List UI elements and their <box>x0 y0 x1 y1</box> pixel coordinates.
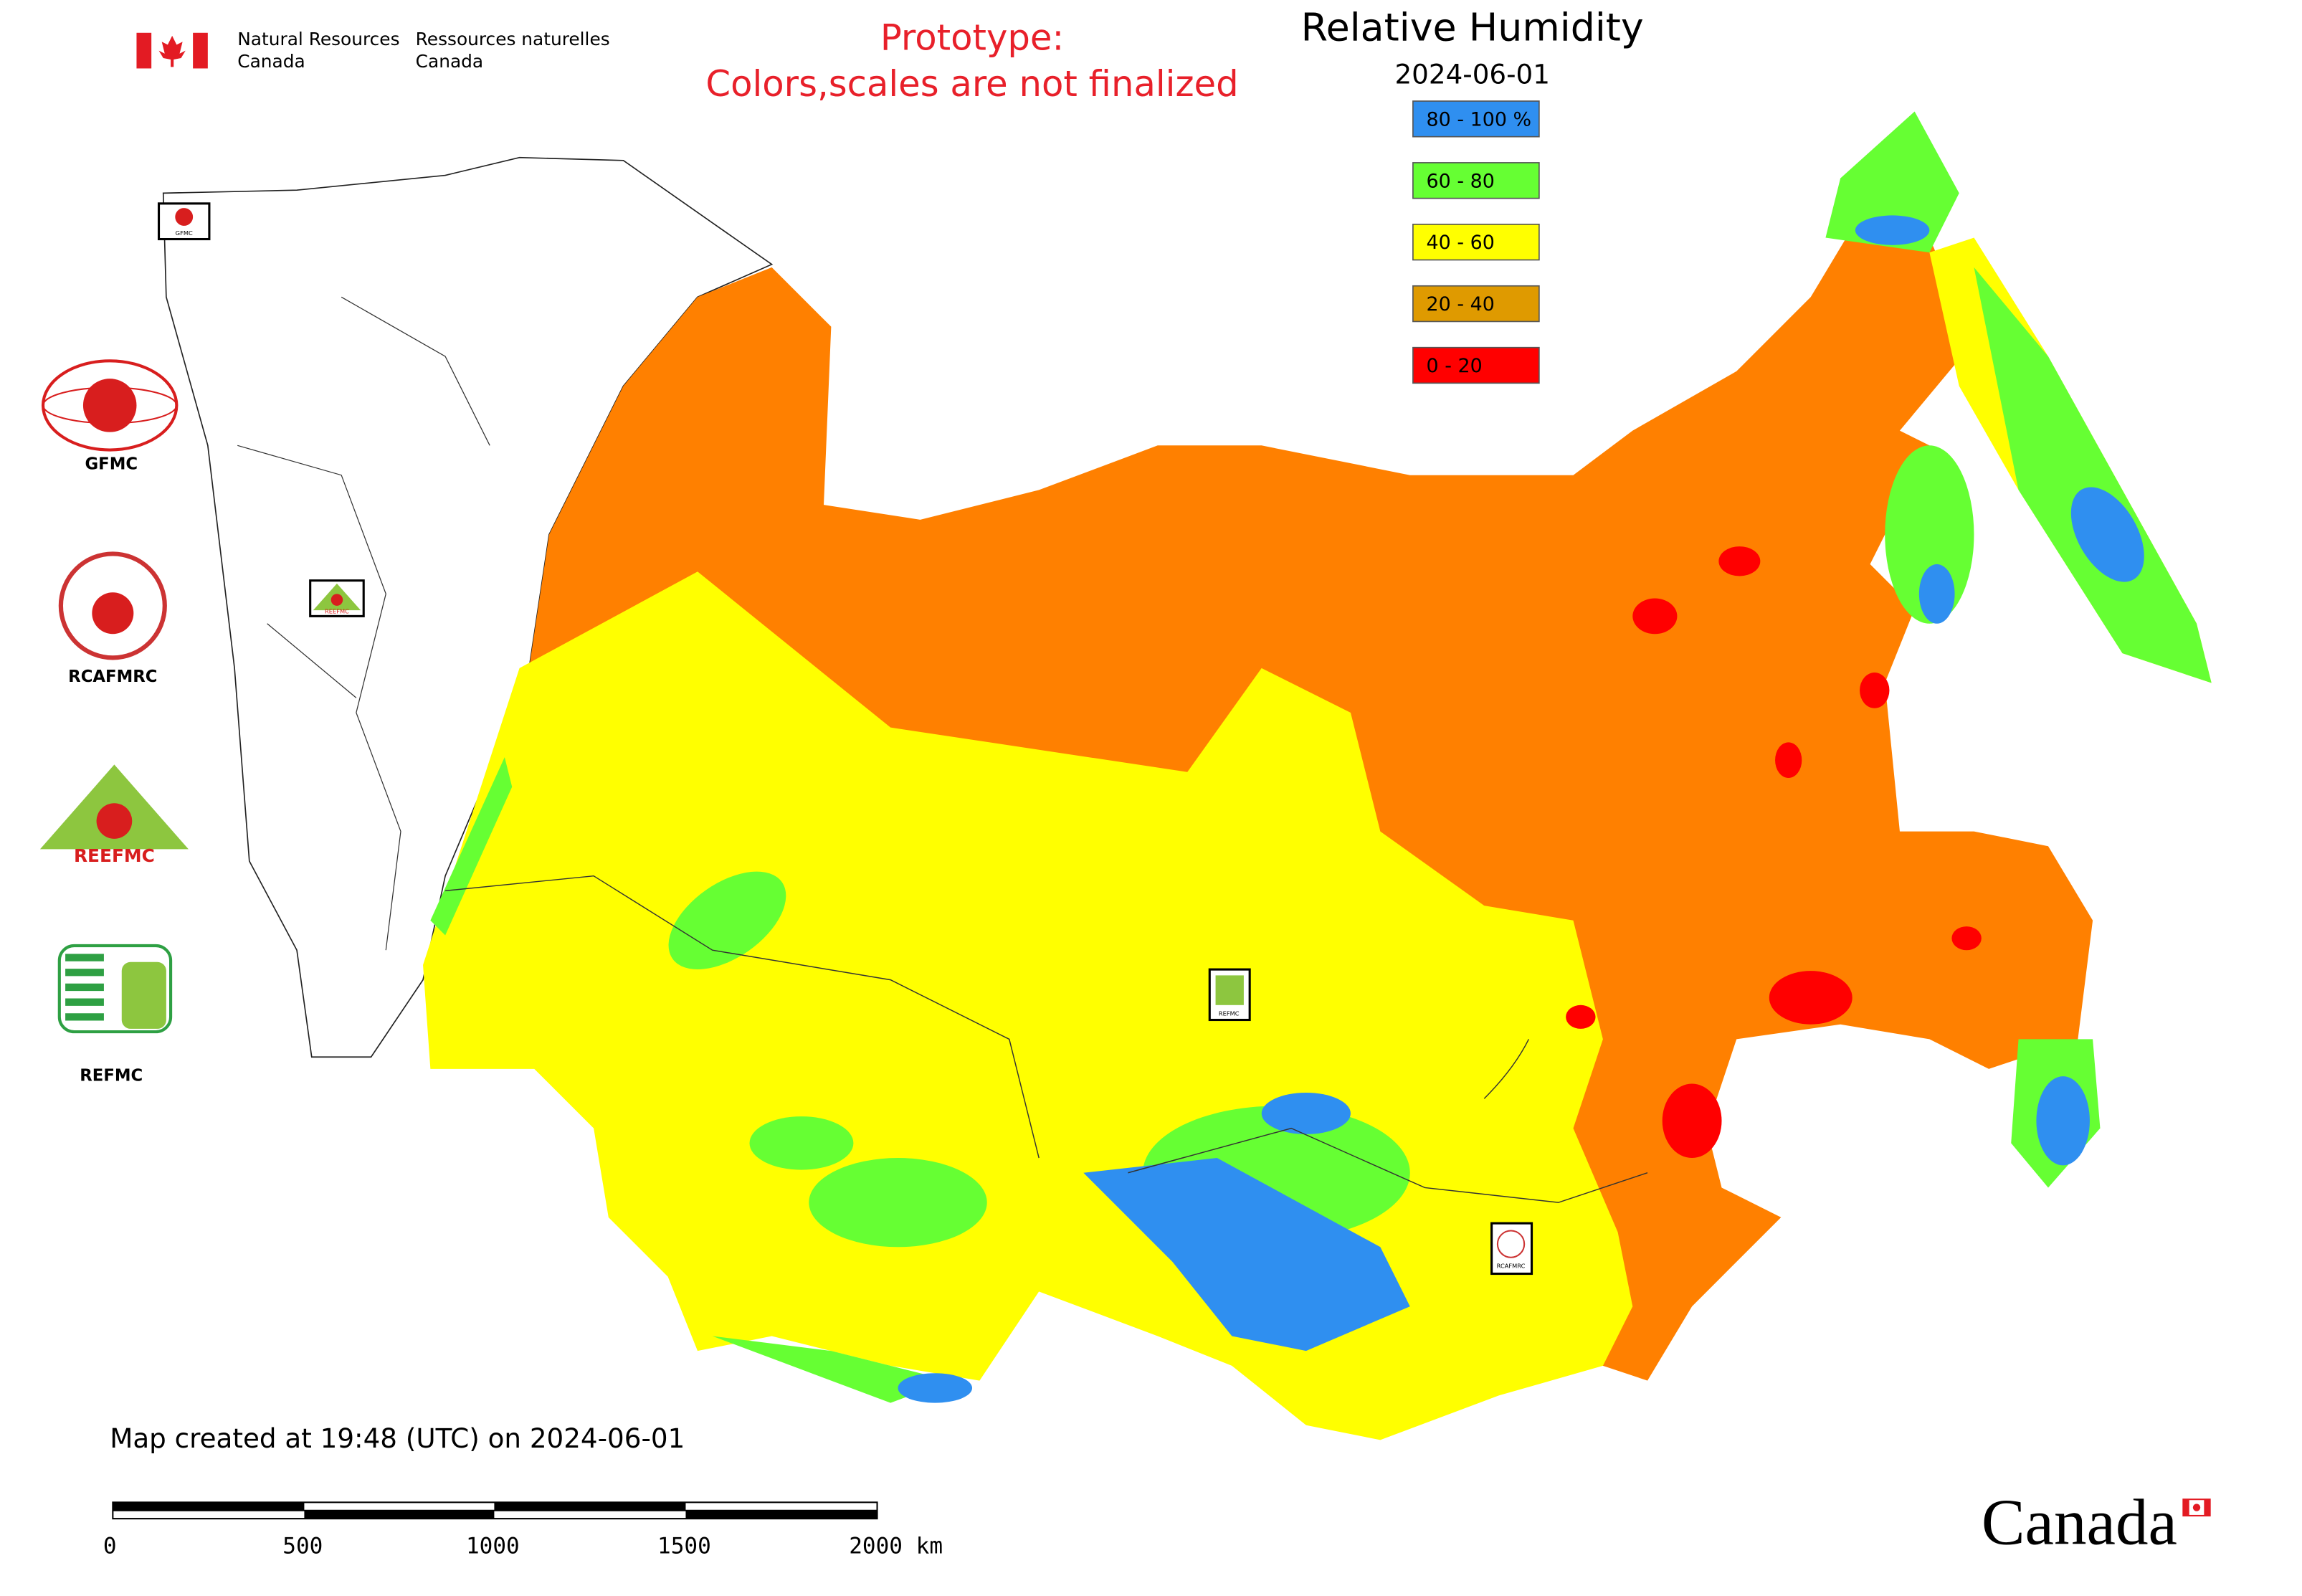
center-marker: REEFMC <box>309 579 365 617</box>
region-80-100 <box>898 215 2144 1403</box>
borders <box>237 296 490 951</box>
region-0-20 <box>1566 546 1982 1159</box>
legend-label: 60 - 80 <box>1427 170 1495 192</box>
center-marker: GFMC <box>157 202 211 241</box>
creation-note: Map created at 19:48 (UTC) on 2024-06-01 <box>110 1422 685 1454</box>
legend: 80 - 100 % 60 - 80 40 - 60 20 - 40 0 - 20 <box>1412 100 1540 384</box>
legend-label: 40 - 60 <box>1427 232 1495 254</box>
borders <box>445 875 1040 1159</box>
logo-label: REEFMC <box>74 845 155 866</box>
nrcan-signature: Natural Resources Canada Ressources natu… <box>136 29 610 72</box>
legend-swatch <box>1412 162 1540 199</box>
scale-label: 500 <box>282 1533 323 1559</box>
logo-reefmc: REEFMC <box>39 764 189 866</box>
legend-label: 80 - 100 % <box>1427 108 1532 130</box>
wordmark-text: Canada <box>1982 1486 2177 1559</box>
maple-leaf <box>158 35 186 67</box>
agency-fr: Canada <box>416 51 483 72</box>
agency-fr: Ressources naturelles <box>416 29 610 49</box>
scale-label: 1000 <box>466 1533 520 1559</box>
logo-label: REFMC <box>80 1067 143 1086</box>
map-title: Relative Humidity <box>1301 4 1644 49</box>
legend-swatch <box>1412 100 1540 138</box>
legend-swatch <box>1412 285 1540 323</box>
legend-label: 0 - 20 <box>1427 355 1483 377</box>
borders <box>1128 1039 1648 1203</box>
marker-label: REEFMC <box>325 608 349 615</box>
logo-label: RCAFMRC <box>68 668 157 686</box>
canada-wordmark: Canada <box>1982 1486 2211 1559</box>
marker-label: REFMC <box>1219 1010 1240 1017</box>
scale-label: 2000 km <box>849 1533 943 1559</box>
map-date: 2024-06-01 <box>1394 58 1549 90</box>
legend-swatch <box>1412 224 1540 261</box>
flag-bar <box>136 32 152 69</box>
scale-label: 0 <box>103 1533 117 1559</box>
marker-label: RCAFMRC <box>1497 1263 1526 1270</box>
agency-en: Canada <box>237 51 305 72</box>
notice: Prototype: <box>880 17 1064 59</box>
logo-gfmc: GFMC <box>41 359 179 474</box>
flag-bar <box>193 32 208 69</box>
logo-label: GFMC <box>85 455 138 474</box>
notice: Colors,scales are not finalized <box>705 63 1238 105</box>
legend-label: 20 - 40 <box>1427 293 1495 315</box>
legend-swatch <box>1412 346 1540 384</box>
logo-refmc: REFMC <box>57 944 173 1086</box>
scale-label: 1500 <box>657 1533 711 1559</box>
marker-label: GFMC <box>176 229 193 237</box>
logo-rcafmrc: RCAFMRC <box>58 551 167 686</box>
center-marker: RCAFMRC <box>1490 1222 1533 1276</box>
center-marker: REFMC <box>1208 968 1251 1022</box>
agency-en: Natural Resources <box>237 29 399 49</box>
scale-bar <box>112 1501 878 1520</box>
